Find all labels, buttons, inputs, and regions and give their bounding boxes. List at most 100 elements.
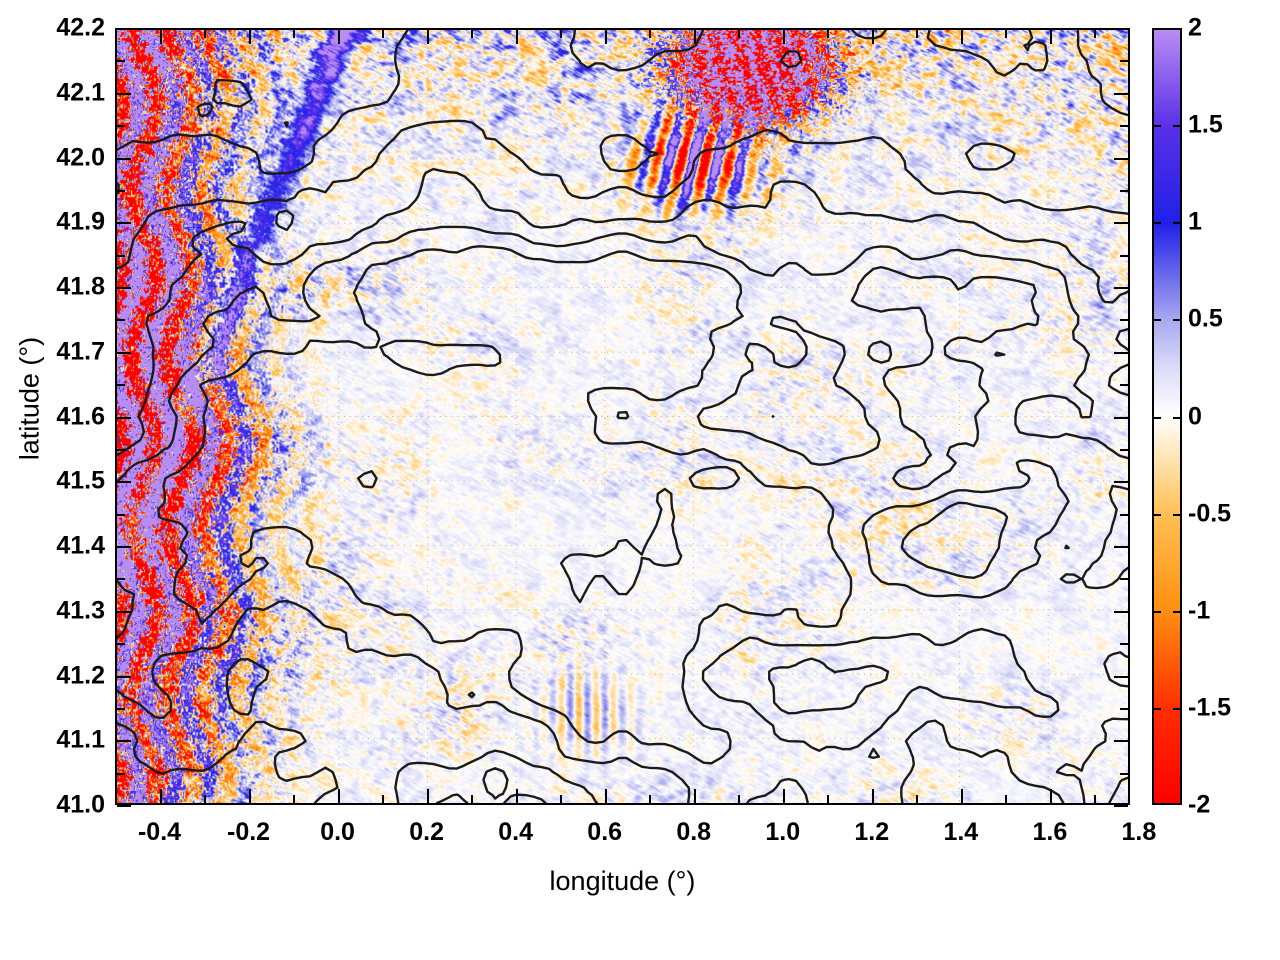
tick-mark — [1114, 546, 1128, 548]
terrain-contour-path — [117, 119, 1128, 270]
terrain-contour-path — [157, 245, 853, 765]
y-axis-title: latitude (°) — [14, 336, 45, 461]
x-tick-label: 0.4 — [498, 818, 534, 846]
colorbar-tick-label: -2 — [1188, 790, 1211, 819]
colorbar-tick-label: 0.5 — [1188, 304, 1223, 333]
tick-mark — [1114, 610, 1128, 613]
tick-mark — [248, 789, 251, 803]
terrain-contour-path — [696, 315, 881, 466]
terrain-contour-path — [117, 225, 1128, 484]
terrain-contour-path — [275, 209, 295, 232]
tick-mark — [960, 789, 963, 803]
tick-mark — [782, 789, 785, 803]
y-tick-label: 42.1 — [56, 78, 105, 107]
terrain-contour-path — [850, 30, 888, 40]
tick-mark — [604, 789, 607, 803]
tick-mark — [471, 30, 474, 38]
tick-mark — [693, 30, 696, 44]
tick-mark — [248, 30, 251, 44]
tick-mark — [1094, 30, 1097, 38]
colorbar-tick-label: -0.5 — [1188, 499, 1232, 528]
terrain-contour-path — [926, 30, 1049, 77]
x-tick-label: 0.8 — [676, 818, 712, 846]
tick-mark — [115, 795, 117, 803]
tick-mark — [426, 30, 429, 44]
tick-mark — [117, 707, 125, 710]
terrain-contour-path — [1081, 484, 1128, 590]
tick-mark — [1114, 675, 1128, 678]
tick-mark — [871, 789, 874, 803]
terrain-contour-path — [379, 339, 502, 377]
tick-mark — [693, 789, 696, 803]
terrain-contour-path — [964, 142, 1016, 171]
x-tick-label: 1.6 — [1032, 818, 1068, 846]
tick-mark — [1114, 416, 1128, 419]
tick-mark — [382, 30, 385, 38]
tick-mark — [159, 30, 162, 44]
tick-mark — [827, 30, 830, 38]
tick-mark — [471, 795, 474, 803]
tick-mark — [159, 789, 162, 803]
colorbar-tick-label: 1 — [1188, 207, 1202, 236]
tick-mark — [117, 546, 131, 548]
tick-mark — [117, 448, 125, 451]
terrain-contour-path — [867, 340, 893, 364]
tick-mark — [560, 30, 563, 38]
terrain-contour-path — [1107, 363, 1128, 397]
terrain-contour-path — [482, 767, 509, 800]
x-tick-label: -0.2 — [227, 818, 271, 846]
terrain-contour-path — [117, 167, 1128, 457]
y-tick-label: 41.3 — [56, 596, 105, 625]
terrain-contour-path — [117, 720, 339, 803]
tick-mark — [426, 789, 429, 803]
y-tick-label: 41.6 — [56, 402, 105, 430]
tick-mark — [117, 772, 125, 775]
x-tick-label: 1.8 — [1121, 818, 1157, 846]
y-tick-label: 41.8 — [56, 272, 105, 301]
tick-mark — [117, 157, 131, 160]
terrain-contour-path — [616, 411, 630, 420]
tick-mark — [117, 513, 125, 516]
terrain-contour-path — [225, 657, 270, 716]
x-tick-label: 0.6 — [587, 818, 623, 846]
tick-mark — [117, 254, 125, 257]
terrain-contour-path — [467, 691, 476, 699]
tick-mark — [117, 481, 131, 484]
tick-mark — [204, 795, 207, 803]
terrain-contour-path — [559, 487, 683, 604]
tick-mark — [1114, 351, 1128, 354]
terrain-contour-path — [196, 102, 214, 118]
tick-mark — [916, 30, 919, 38]
terrain-contour-path — [1115, 327, 1128, 351]
tick-mark — [1114, 481, 1128, 484]
tick-mark — [560, 795, 563, 803]
colorbar-tick-label: -1 — [1188, 596, 1211, 625]
tick-mark — [1120, 254, 1128, 257]
y-tick-label: 41.0 — [56, 790, 105, 819]
terrain-contour-path — [117, 30, 409, 175]
colorbar-tick-label: 0 — [1188, 402, 1202, 430]
terrain-contour-path — [900, 501, 1009, 580]
y-tick-label: 42.2 — [56, 13, 105, 42]
terrain-contour-path — [117, 599, 691, 803]
tick-mark — [1049, 789, 1052, 803]
x-tick-label: 1.0 — [765, 818, 801, 846]
terrain-contour-path — [356, 470, 378, 489]
tick-mark — [1114, 28, 1128, 30]
tick-mark — [117, 805, 131, 807]
tick-mark — [293, 795, 296, 803]
y-tick-label: 41.1 — [56, 725, 105, 754]
terrain-contour-path — [1103, 651, 1128, 688]
terrain-contour-path — [1059, 573, 1083, 584]
y-tick-label: 42.0 — [56, 143, 105, 171]
tick-mark — [916, 795, 919, 803]
terrain-contour-path — [868, 747, 881, 760]
tick-mark — [960, 30, 963, 44]
tick-mark — [337, 789, 340, 803]
terrain-contour-path — [599, 133, 659, 173]
tick-mark — [117, 610, 131, 613]
terrain-contour-lines — [117, 30, 1128, 803]
x-axis-title: longitude (°) — [549, 866, 696, 896]
tick-mark — [337, 30, 340, 44]
